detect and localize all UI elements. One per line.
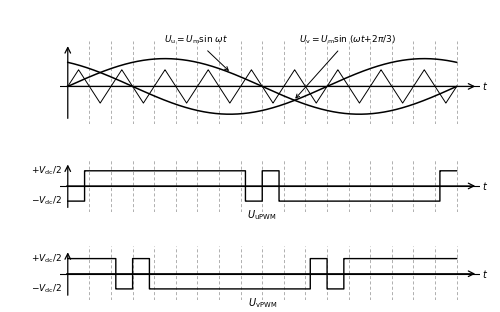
Text: $t$: $t$ xyxy=(482,80,488,92)
Text: $+V_{\rm dc}/2$: $+V_{\rm dc}/2$ xyxy=(31,164,62,177)
Text: $U_{\rm vPWM}$: $U_{\rm vPWM}$ xyxy=(248,296,277,310)
Text: $t$: $t$ xyxy=(482,180,488,192)
Text: $U_{\rm u} = U_{\rm m}{\rm sin}\ \omega t$: $U_{\rm u} = U_{\rm m}{\rm sin}\ \omega … xyxy=(164,34,228,71)
Text: $U_{\rm v} = U_{\rm m}{\rm sin}\ (\omega t{+}2\pi/3)$: $U_{\rm v} = U_{\rm m}{\rm sin}\ (\omega… xyxy=(296,34,396,98)
Text: $+V_{\rm dc}/2$: $+V_{\rm dc}/2$ xyxy=(31,252,62,265)
Text: $-V_{\rm dc}/2$: $-V_{\rm dc}/2$ xyxy=(31,283,62,295)
Text: $t$: $t$ xyxy=(482,268,488,280)
Text: $U_{\rm uPWM}$: $U_{\rm uPWM}$ xyxy=(248,208,277,222)
Text: $-V_{\rm dc}/2$: $-V_{\rm dc}/2$ xyxy=(31,195,62,207)
